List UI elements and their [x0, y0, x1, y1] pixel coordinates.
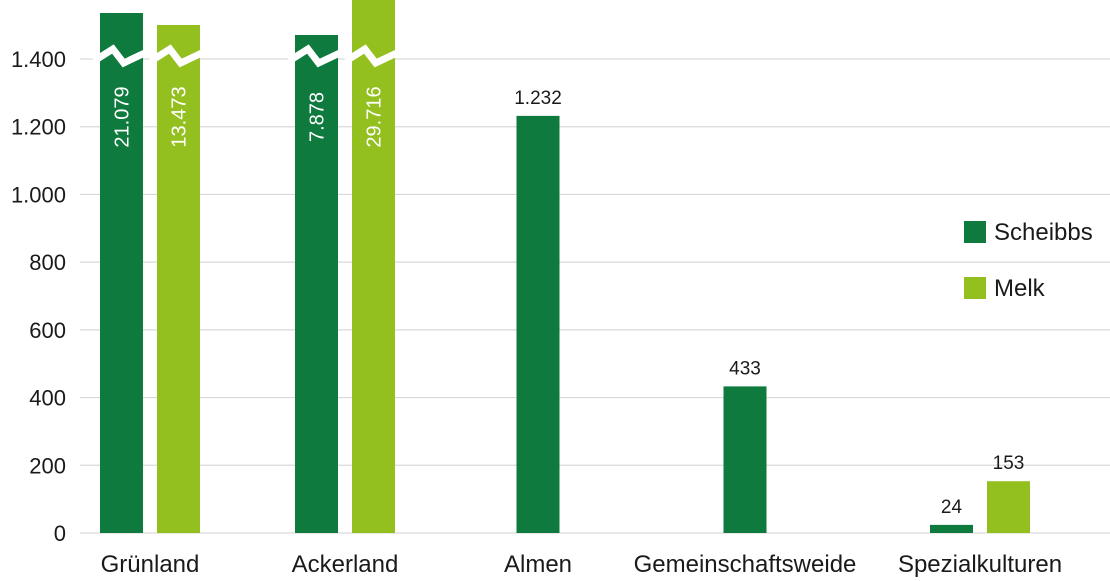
legend: Scheibbs Melk: [964, 219, 1093, 302]
y-tick-label: 200: [29, 453, 66, 478]
bar-scheibbs-4: [930, 524, 973, 533]
data-label: 1.232: [514, 88, 562, 109]
x-category-label: Ackerland: [292, 551, 399, 578]
bar-melk-0: [157, 25, 200, 533]
data-label: 13.473: [169, 86, 191, 147]
y-tick-label: 800: [29, 250, 66, 275]
axis-break-marker: [92, 44, 151, 68]
axis-break-marker: [344, 44, 403, 68]
y-tick-label: 1.200: [11, 115, 66, 140]
legend-swatch-melk: [964, 277, 986, 299]
x-axis-category-labels: Grünland Ackerland Almen Gemeinschaftsweide…: [101, 551, 1062, 578]
data-label: 153: [993, 453, 1025, 474]
data-label: 433: [729, 358, 761, 379]
axis-break-marker: [287, 44, 346, 68]
y-tick-label: 0: [54, 521, 66, 546]
data-label: 29.716: [364, 86, 386, 147]
data-label: 7.878: [307, 92, 329, 142]
gridlines: [80, 58, 1110, 534]
y-axis-tick-labels: 0 200 400 600 800 1.000 1.200 1.400: [11, 47, 66, 546]
bar-scheibbs-0: [100, 13, 143, 533]
y-tick-label: 1.400: [11, 47, 66, 72]
bar-scheibbs-1: [295, 35, 338, 533]
x-category-label: Spezialkulturen: [898, 551, 1062, 578]
x-category-label: Gemeinschaftsweide: [634, 551, 857, 578]
y-tick-label: 1.000: [11, 182, 66, 207]
legend-label: Melk: [994, 275, 1046, 302]
bar-melk-1: [352, 0, 395, 533]
legend-swatch-scheibbs: [964, 221, 986, 243]
x-category-label: Almen: [504, 551, 572, 578]
data-label: 21.079: [112, 86, 134, 147]
data-labels: 21.079 13.473 7.878 29.716 1.232 433 24 153: [112, 86, 1025, 517]
bar-scheibbs-2: [516, 115, 560, 533]
bar-melk-4: [987, 481, 1030, 533]
axis-break-marker: [149, 44, 208, 68]
y-tick-label: 400: [29, 386, 66, 411]
y-tick-label: 600: [29, 318, 66, 343]
data-label: 24: [941, 497, 963, 518]
legend-label: Scheibbs: [994, 219, 1093, 246]
x-category-label: Grünland: [101, 551, 200, 578]
bar-scheibbs-3: [723, 386, 767, 533]
bars: [92, 0, 1030, 533]
